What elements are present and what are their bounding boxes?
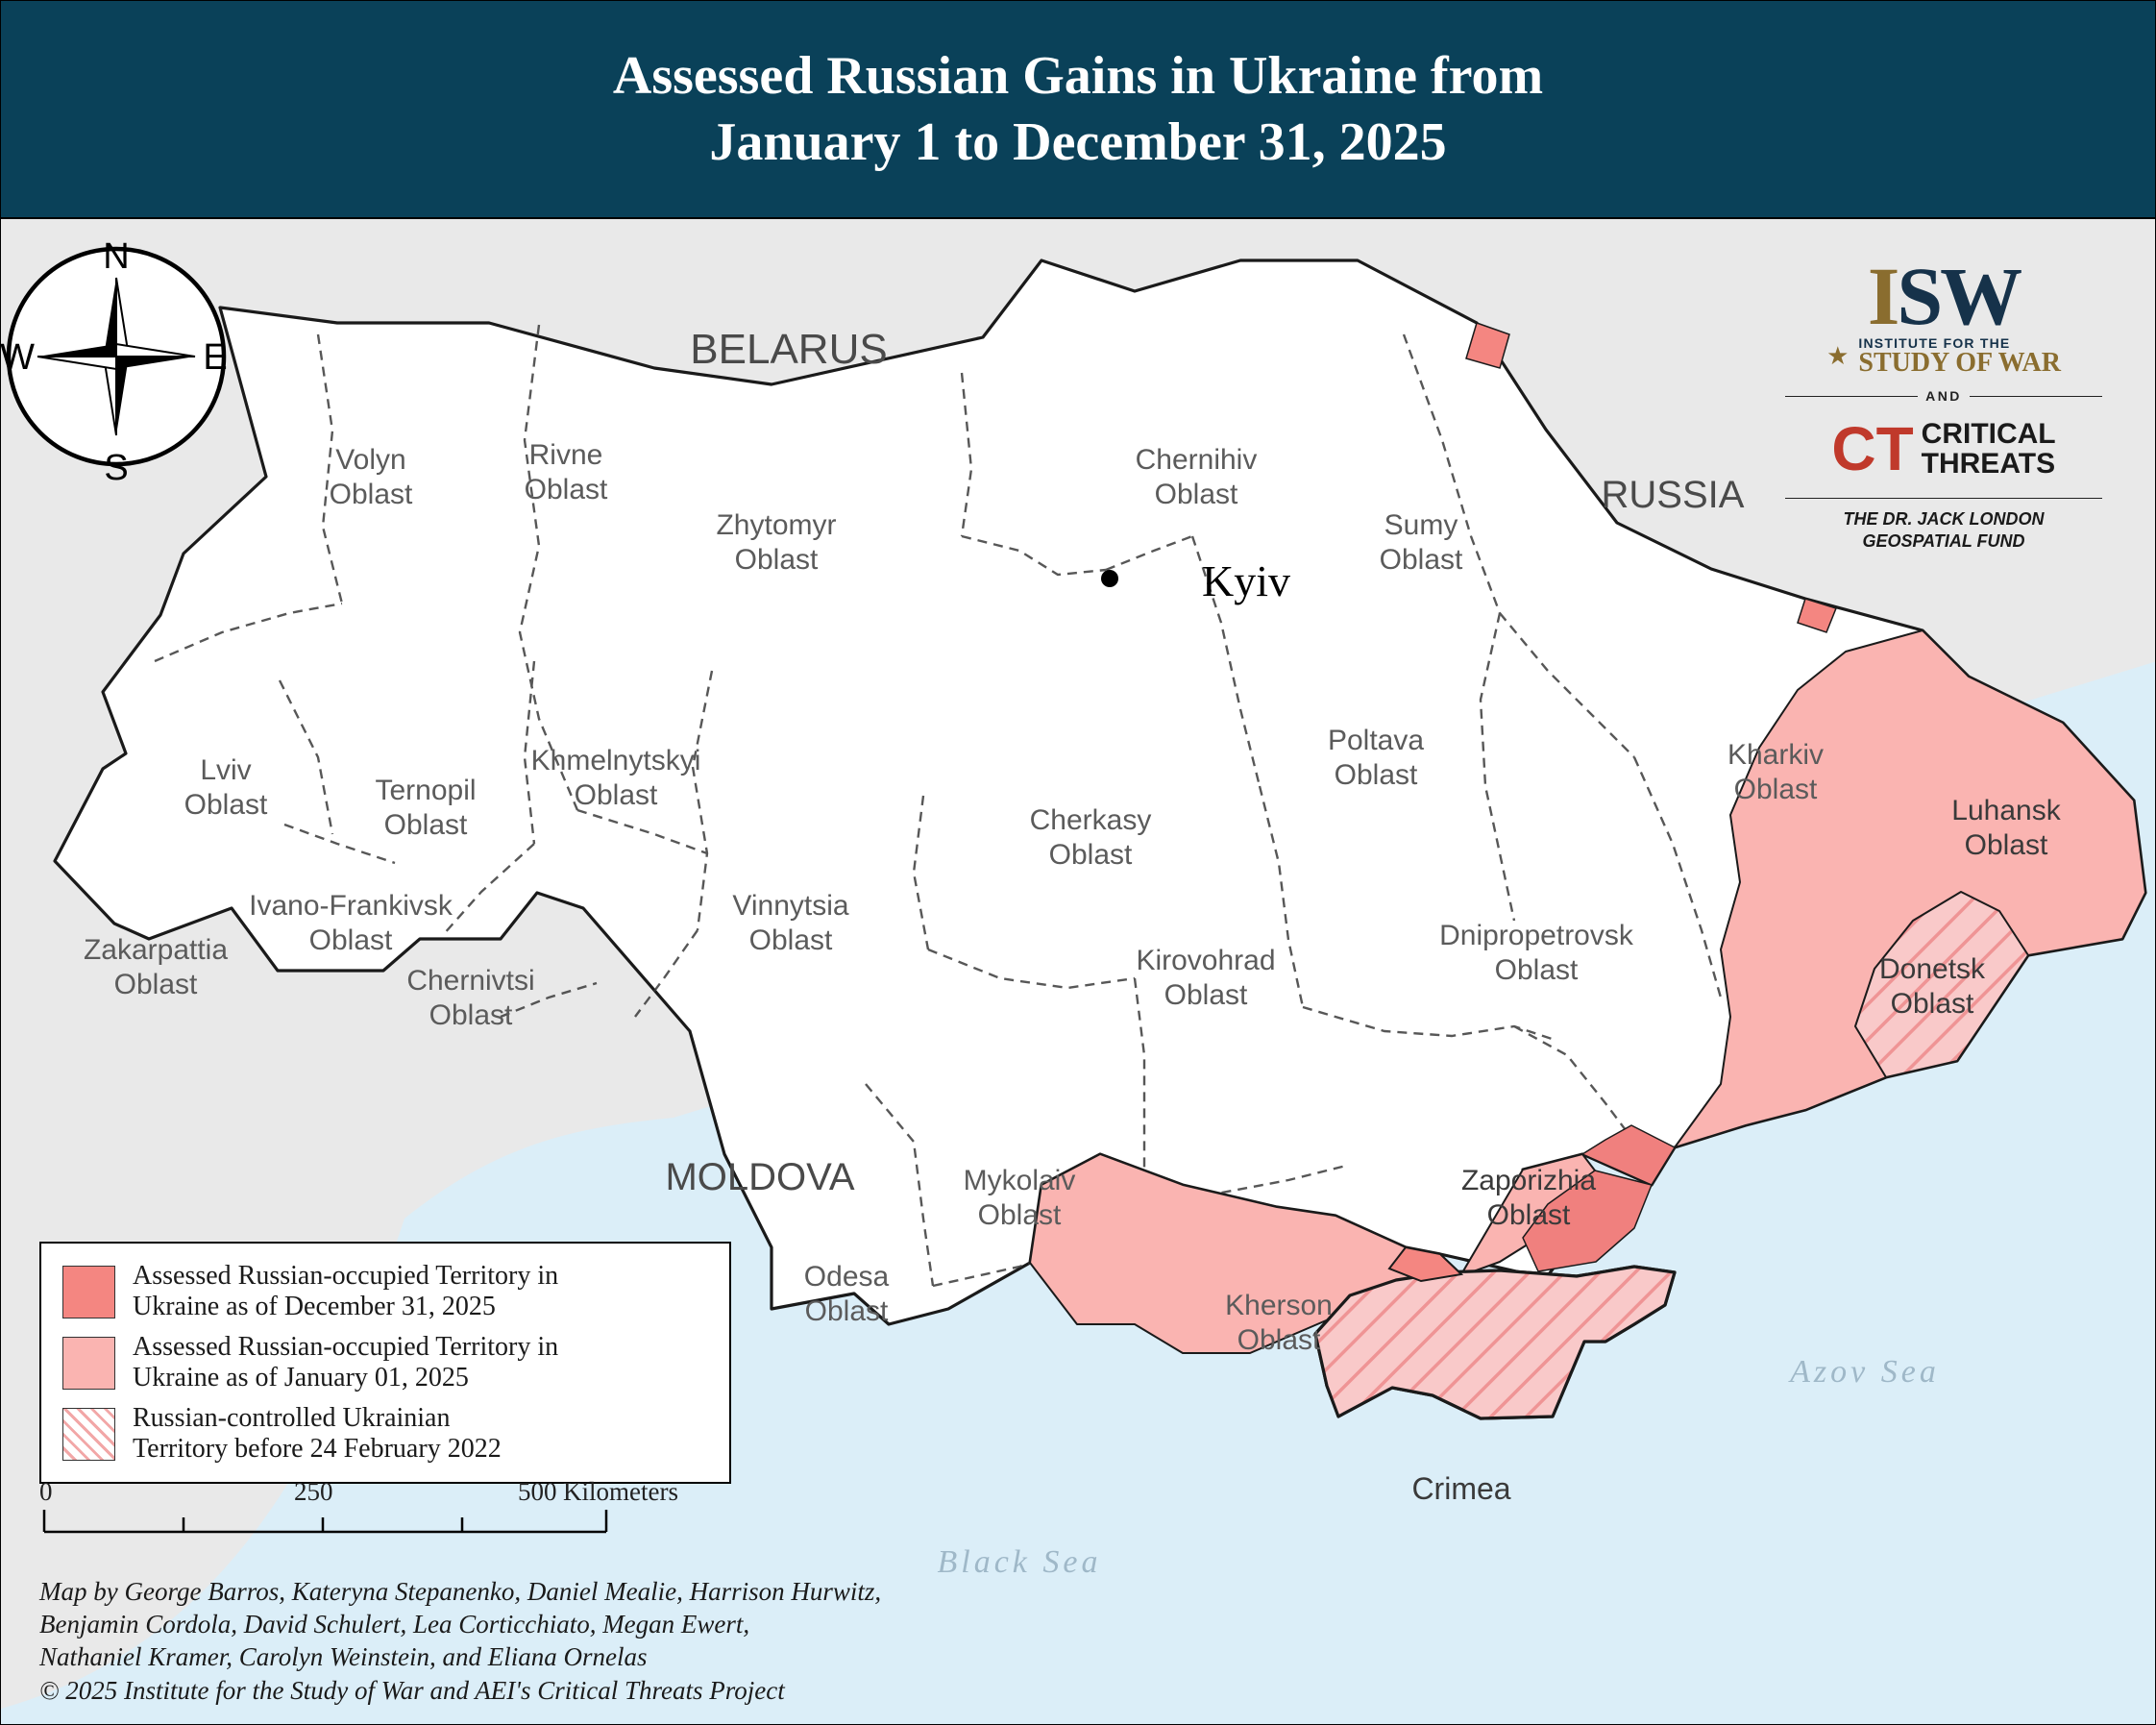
svg-text:Oblast: Oblast [429, 999, 513, 1031]
svg-text:Black Sea: Black Sea [938, 1544, 1102, 1580]
svg-text:Luhansk: Luhansk [1951, 795, 2061, 826]
svg-text:Kirovohrad: Kirovohrad [1136, 945, 1275, 976]
svg-text:Dnipropetrovsk: Dnipropetrovsk [1439, 920, 1634, 951]
svg-text:Oblast: Oblast [1237, 1324, 1321, 1356]
svg-text:Oblast: Oblast [1049, 839, 1133, 871]
svg-text:Zhytomyr: Zhytomyr [716, 509, 836, 541]
svg-text:Khmelnytskyi: Khmelnytskyi [531, 745, 701, 776]
svg-text:Cherkasy: Cherkasy [1030, 804, 1152, 836]
svg-text:Oblast: Oblast [1335, 759, 1418, 791]
svg-text:Oblast: Oblast [1734, 774, 1818, 805]
svg-text:Oblast: Oblast [1891, 988, 1974, 1020]
svg-text:Oblast: Oblast [184, 789, 268, 821]
svg-text:Rivne: Rivne [529, 439, 603, 471]
svg-text:Ternopil: Ternopil [375, 775, 476, 806]
svg-text:Oblast: Oblast [1495, 954, 1579, 986]
svg-text:Oblast: Oblast [749, 924, 833, 956]
svg-text:Lviv: Lviv [200, 754, 251, 786]
svg-text:Oblast: Oblast [525, 474, 608, 505]
svg-text:Sumy: Sumy [1384, 509, 1458, 541]
svg-text:Odesa: Odesa [804, 1261, 890, 1293]
svg-text:Crimea: Crimea [1411, 1471, 1510, 1506]
svg-text:E: E [203, 337, 227, 378]
svg-text:W: W [1, 337, 35, 378]
svg-text:Vinnytsia: Vinnytsia [732, 890, 849, 922]
svg-text:S: S [104, 448, 128, 488]
svg-text:Oblast: Oblast [330, 479, 413, 510]
svg-text:Oblast: Oblast [1487, 1199, 1571, 1231]
svg-text:0: 0 [39, 1479, 53, 1506]
svg-text:BELARUS: BELARUS [690, 326, 887, 373]
svg-text:Kyiv: Kyiv [1202, 556, 1290, 605]
svg-text:Oblast: Oblast [1155, 479, 1238, 510]
svg-text:Oblast: Oblast [735, 544, 819, 576]
svg-text:Ivano-Frankivsk: Ivano-Frankivsk [249, 890, 453, 922]
svg-text:Oblast: Oblast [1965, 829, 2048, 861]
svg-text:Donetsk: Donetsk [1879, 953, 1986, 985]
svg-text:Mykolaiv: Mykolaiv [964, 1165, 1076, 1196]
svg-text:Oblast: Oblast [1380, 544, 1463, 576]
svg-text:Kilometers: Kilometers [563, 1479, 678, 1506]
svg-text:Zakarpattia: Zakarpattia [84, 934, 228, 966]
svg-text:Kharkiv: Kharkiv [1727, 739, 1824, 771]
svg-text:Poltava: Poltava [1328, 725, 1424, 756]
svg-text:Oblast: Oblast [1164, 979, 1248, 1011]
svg-text:Oblast: Oblast [575, 779, 658, 811]
svg-text:Volyn: Volyn [335, 444, 405, 476]
svg-text:250: 250 [294, 1479, 333, 1506]
svg-text:RUSSIA: RUSSIA [1602, 474, 1745, 516]
svg-text:Oblast: Oblast [384, 809, 468, 841]
svg-text:Chernivtsi: Chernivtsi [406, 965, 534, 997]
svg-text:Oblast: Oblast [805, 1295, 889, 1327]
svg-text:Oblast: Oblast [309, 924, 393, 956]
svg-text:Chernihiv: Chernihiv [1136, 444, 1258, 476]
svg-text:Zaporizhia: Zaporizhia [1461, 1165, 1596, 1196]
svg-text:N: N [103, 236, 129, 277]
svg-text:Kherson: Kherson [1225, 1290, 1333, 1321]
svg-text:500: 500 [518, 1479, 557, 1506]
svg-text:Oblast: Oblast [114, 969, 198, 1000]
svg-text:Azov Sea: Azov Sea [1788, 1354, 1940, 1390]
svg-text:MOLDOVA: MOLDOVA [665, 1156, 854, 1198]
svg-text:Oblast: Oblast [978, 1199, 1062, 1231]
